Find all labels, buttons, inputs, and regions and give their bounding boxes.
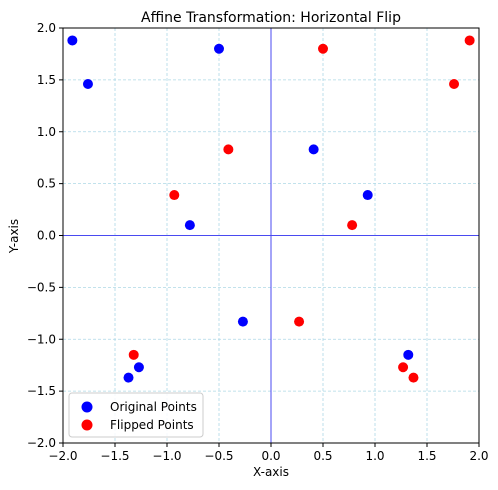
x-tick-label-0: −2.0 <box>48 449 77 463</box>
legend-marker-original <box>81 401 93 413</box>
original-point-1 <box>82 79 93 90</box>
x-tick-label-6: 1.0 <box>365 449 384 463</box>
original-point-5 <box>184 220 195 231</box>
flipped-point-2 <box>318 43 328 54</box>
legend-marker-flipped <box>81 419 93 431</box>
flipped-point-5 <box>347 220 358 231</box>
y-tick-label-6: 1.0 <box>37 125 56 139</box>
x-tick-label-1: −1.5 <box>100 449 129 463</box>
x-tick-label-7: 1.5 <box>417 449 436 463</box>
original-point-2 <box>214 43 224 54</box>
original-point-4 <box>362 190 373 201</box>
flipped-point-3 <box>223 144 234 155</box>
original-point-9 <box>123 372 134 383</box>
flipped-point-0 <box>464 35 475 46</box>
legend: Original Points Flipped Points <box>68 392 204 438</box>
original-point-7 <box>403 349 414 360</box>
x-tick-label-2: −1.0 <box>152 449 181 463</box>
flipped-point-6 <box>294 316 305 327</box>
y-tick-label-3: −0.5 <box>27 280 56 294</box>
legend-box <box>68 392 204 438</box>
x-axis-title: X-axis <box>253 465 289 479</box>
original-point-6 <box>237 316 248 327</box>
x-tick-label-4: 0.0 <box>261 449 280 463</box>
original-point-8 <box>133 362 144 373</box>
y-axis-title: Y-axis <box>7 219 21 254</box>
y-tick-label-2: −1.0 <box>27 332 56 346</box>
flipped-point-4 <box>169 190 180 201</box>
legend-label-flipped: Flipped Points <box>110 418 194 432</box>
y-tick-label-1: −1.5 <box>27 384 56 398</box>
y-tick-label-5: 0.5 <box>37 177 56 191</box>
y-tick-label-7: 1.5 <box>37 73 56 87</box>
x-tick-label-8: 2.0 <box>469 449 488 463</box>
chart-title: Affine Transformation: Horizontal Flip <box>141 10 401 26</box>
original-point-3 <box>308 144 319 155</box>
y-tick-label-8: 2.0 <box>37 21 56 35</box>
y-tick-label-0: −2.0 <box>27 436 56 450</box>
legend-label-original: Original Points <box>110 400 197 414</box>
flipped-point-1 <box>449 79 460 90</box>
x-tick-label-3: −0.5 <box>204 449 233 463</box>
flipped-point-9 <box>408 372 419 383</box>
original-point-0 <box>67 35 78 46</box>
x-tick-label-5: 0.5 <box>313 449 332 463</box>
data-points <box>67 35 475 383</box>
flipped-point-8 <box>398 362 409 373</box>
flipped-point-7 <box>128 349 139 360</box>
y-tick-label-4: 0.0 <box>37 229 56 243</box>
zero-axis-lines <box>63 28 479 443</box>
axis-ticks: −2.0 −1.5 −1.0 −0.5 0.0 0.5 1.0 1.5 2.0 −2.0 −1.5 −… <box>27 21 489 463</box>
